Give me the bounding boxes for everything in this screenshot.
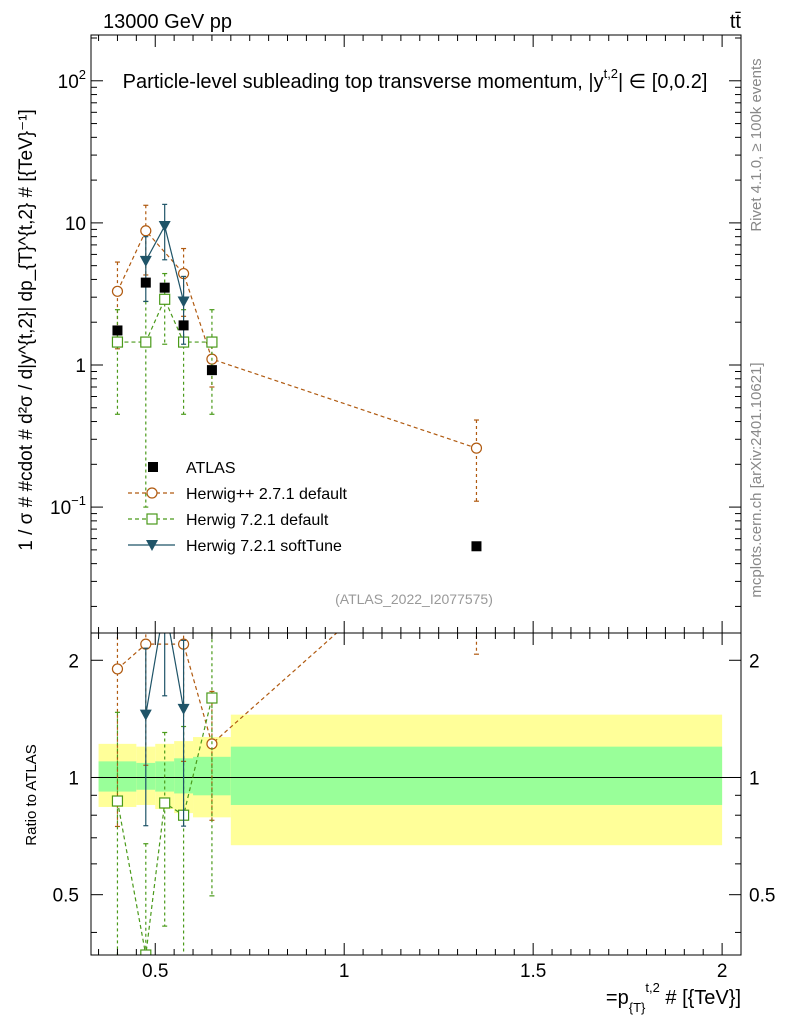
x-axis-label: =p{T}t,2 # [{TeV}] xyxy=(606,980,741,1015)
x-tick-label: 1.5 xyxy=(520,961,546,982)
y-tick-label-main: 10−1 xyxy=(50,493,86,519)
point-atlas xyxy=(159,282,170,293)
main-ylabel: 1 / σ # #cdot # d²σ / d|y^{t,2}| dp_{T}^… xyxy=(16,109,37,550)
ratio-point-herwig-soft xyxy=(177,703,190,715)
tick-base: 10 xyxy=(58,72,79,93)
point-atlas xyxy=(112,325,123,336)
ratio-point-herwig721 xyxy=(159,797,171,809)
ratio-point-herwigpp xyxy=(111,663,124,675)
point-atlas xyxy=(140,277,151,288)
legend-label-herwigpp: Herwig++ 2.7.1 default xyxy=(186,486,348,503)
point-herwig-soft xyxy=(139,255,152,267)
process-label: tt̄ xyxy=(730,11,742,33)
legend: ATLAS Herwig++ 2.7.1 default Herwig 7.2.… xyxy=(128,460,348,555)
y-tick-label-ratio-left: 2 xyxy=(68,651,79,672)
tick-base: 10 xyxy=(65,214,86,235)
point-herwigpp xyxy=(470,442,483,454)
ratio-line-herwig-soft xyxy=(145,633,185,715)
point-herwig-soft xyxy=(158,221,171,233)
ratio-point-herwig721 xyxy=(140,949,152,955)
legend-label-atlas: ATLAS xyxy=(186,460,236,477)
ratio-point-herwig721 xyxy=(111,795,124,807)
point-herwig721 xyxy=(111,336,124,348)
side-rivet-label: Rivet 4.1.0, ≥ 100k events xyxy=(748,58,765,231)
side-mcplots-label: mcplots.cern.ch [arXiv:2401.10621] xyxy=(748,362,765,597)
x-tick-label: 0.5 xyxy=(142,961,168,982)
tick-exponent: −1 xyxy=(71,493,86,508)
point-herwigpp xyxy=(111,285,124,297)
y-tick-label-ratio-right: 0.5 xyxy=(749,886,775,907)
x-tick-label: 2 xyxy=(717,961,728,982)
legend-entry-herwig-soft: Herwig 7.2.1 softTune xyxy=(128,538,342,555)
tick-base: 10 xyxy=(50,498,71,519)
ratio-ylabel: Ratio to ATLAS xyxy=(23,744,40,845)
y-tick-label-main: 102 xyxy=(58,67,86,93)
legend-entry-atlas: ATLAS xyxy=(148,460,236,477)
plot-title: Particle-level subleading top transverse… xyxy=(123,66,708,93)
x-tick-label: 1 xyxy=(339,961,350,982)
point-atlas xyxy=(178,320,189,331)
point-atlas xyxy=(471,541,482,552)
point-herwig721 xyxy=(206,336,218,348)
legend-marker-herwigpp xyxy=(146,487,158,499)
legend-label-herwig721: Herwig 7.2.1 default xyxy=(186,512,329,529)
ratio-band-inner xyxy=(230,746,723,805)
series-line-herwigpp xyxy=(116,229,477,449)
legend-entry-herwig721: Herwig 7.2.1 default xyxy=(128,512,329,529)
point-atlas xyxy=(206,365,217,376)
analysis-id: (ATLAS_2022_I2077575) xyxy=(335,591,493,607)
energy-label: 13000 GeV pp xyxy=(103,11,232,33)
y-tick-label-ratio-right: 1 xyxy=(749,768,760,789)
legend-label-herwig-soft: Herwig 7.2.1 softTune xyxy=(186,538,342,555)
point-herwigpp xyxy=(140,225,152,237)
y-tick-label-ratio-left: 1 xyxy=(68,768,79,789)
ratio-point-herwig721 xyxy=(206,692,218,704)
tick-exponent: 2 xyxy=(79,67,86,82)
legend-marker-herwig-soft xyxy=(146,540,158,551)
legend-marker-herwig721 xyxy=(146,513,158,525)
ratio-panel: 0.5 0.5 1 1 2 2 0.5 1 1.5 2 xyxy=(53,504,775,982)
point-herwig-soft xyxy=(177,296,190,308)
y-tick-label-ratio-right: 2 xyxy=(749,651,760,672)
ratio-panel-frame xyxy=(90,632,742,956)
y-tick-label-main: 1 xyxy=(75,356,86,377)
legend-marker-atlas xyxy=(148,462,158,472)
point-herwig721 xyxy=(159,293,171,305)
y-tick-label-main: 10 xyxy=(65,214,86,235)
ratio-point-herwig-soft xyxy=(159,598,171,609)
y-tick-label-ratio-left: 0.5 xyxy=(53,886,79,907)
legend-entry-herwigpp: Herwig++ 2.7.1 default xyxy=(128,486,348,503)
ratio-line-herwig721 xyxy=(116,697,213,955)
ratio-point-herwig-soft xyxy=(139,709,152,721)
point-herwig721 xyxy=(140,336,152,348)
ratio-point-herwigpp xyxy=(471,504,481,514)
ratio-line-herwigpp xyxy=(117,633,338,745)
tick-base: 1 xyxy=(75,356,86,377)
